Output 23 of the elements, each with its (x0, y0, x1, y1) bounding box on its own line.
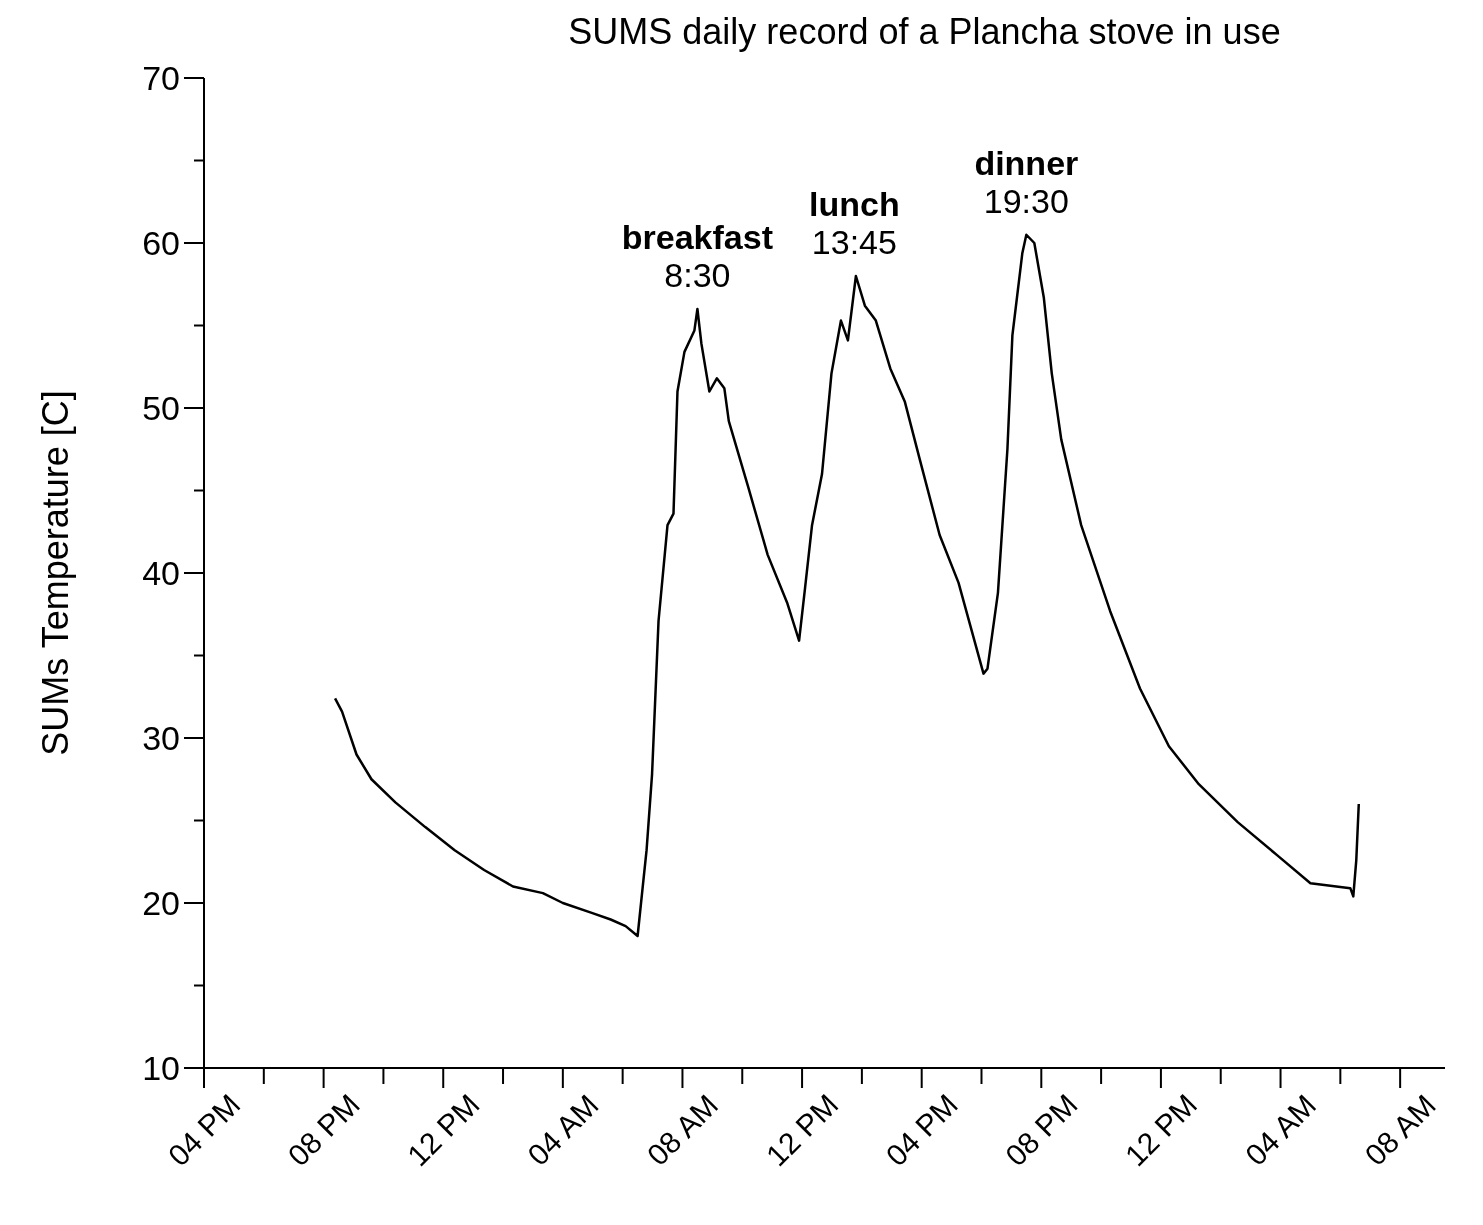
x-tick-label: 04 PM (879, 1087, 965, 1173)
x-tick-label: 04 PM (161, 1087, 247, 1173)
annotation: breakfast 8:30 (621, 218, 774, 294)
y-tick-label: 30 (142, 718, 180, 757)
annotation: lunch 13:45 (809, 185, 900, 261)
y-tick-label: 70 (142, 58, 180, 97)
y-tick-label: 40 (142, 553, 180, 592)
y-axis-title: SUMs Temperature [C] (35, 390, 76, 756)
x-tick-label: 08 PM (281, 1087, 366, 1173)
x-tick-label: 08 AM (640, 1088, 725, 1172)
x-tick-label: 04 AM (521, 1088, 605, 1172)
x-tick-label: 12 PM (1118, 1087, 1204, 1173)
x-tick-label: 08 PM (998, 1087, 1084, 1173)
y-tick-label: 20 (142, 883, 180, 922)
x-tick-label: 12 PM (400, 1087, 486, 1173)
annotation: dinner 19:30 (974, 143, 1079, 220)
x-tick-label: 12 PM (759, 1087, 845, 1173)
y-tick-label: 60 (142, 223, 180, 262)
x-tick-label: 04 AM (1238, 1088, 1323, 1172)
y-tick-label: 10 (142, 1048, 180, 1087)
chart-title: SUMS daily record of a Plancha stove in use (568, 11, 1281, 52)
x-tick-label: 08 AM (1358, 1088, 1442, 1172)
y-tick-label: 50 (142, 388, 180, 427)
